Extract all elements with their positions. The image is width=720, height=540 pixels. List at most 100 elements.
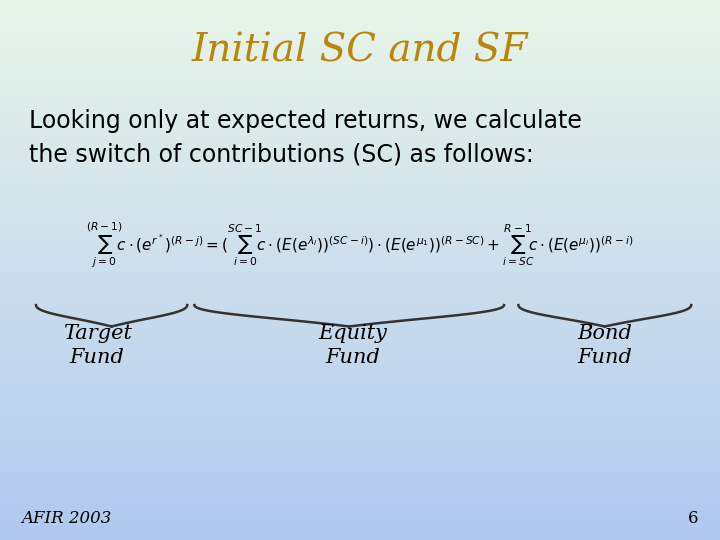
Bar [0,454,720,455]
Bar [0,88,720,90]
Bar [0,497,720,498]
Bar [0,238,720,239]
Text: Initial SC and SF: Initial SC and SF [192,33,528,70]
Bar [0,400,720,401]
Bar [0,263,720,265]
Bar [0,0,720,2]
Bar [0,45,720,47]
Bar [0,412,720,414]
Bar [0,525,720,528]
Bar [0,471,720,474]
Bar [0,390,720,393]
Bar [0,22,720,23]
Bar [0,258,720,259]
Bar [0,340,720,342]
Bar [0,425,720,427]
Bar [0,34,720,36]
Bar [0,495,720,497]
Bar [0,218,720,220]
Bar [0,110,720,112]
Bar [0,389,720,390]
Bar [0,353,720,355]
Bar [0,69,720,70]
Bar [0,101,720,103]
Bar [0,362,720,363]
Bar [0,119,720,120]
Bar [0,313,720,315]
Bar [0,405,720,407]
Bar [0,292,720,293]
Bar [0,506,720,508]
Bar [0,4,720,5]
Bar [0,293,720,295]
Bar [0,120,720,123]
Text: Looking only at expected returns, we calculate
the switch of contributions (SC) : Looking only at expected returns, we cal… [29,109,582,166]
Bar [0,142,720,144]
Bar [0,155,720,157]
Bar [0,200,720,201]
Bar [0,369,720,371]
Bar [0,501,720,502]
Bar [0,312,720,313]
Bar [0,247,720,248]
Bar [0,90,720,92]
Bar [0,309,720,312]
Bar [0,266,720,268]
Bar [0,164,720,166]
Bar [0,261,720,263]
Bar [0,326,720,328]
Bar [0,434,720,436]
Bar [0,421,720,423]
Bar [0,108,720,110]
Bar [0,106,720,108]
Bar [0,15,720,16]
Bar [0,79,720,81]
Bar [0,231,720,232]
Bar [0,177,720,178]
Bar [0,254,720,255]
Bar [0,420,720,421]
Bar [0,216,720,218]
Bar [0,518,720,520]
Bar [0,104,720,106]
Bar [0,139,720,140]
Bar [0,16,720,18]
Bar [0,378,720,380]
Bar [0,513,720,515]
Bar [0,11,720,12]
Bar [0,70,720,72]
Bar [0,252,720,254]
Bar [0,54,720,56]
Bar [0,232,720,234]
Bar [0,74,720,76]
Bar [0,356,720,358]
Bar [0,76,720,77]
Bar [0,268,720,270]
Bar [0,277,720,279]
Bar [0,502,720,504]
Bar [0,157,720,158]
Bar [0,336,720,339]
Bar [0,509,720,511]
Bar [0,403,720,405]
Bar [0,522,720,524]
Bar [0,423,720,425]
Bar [0,31,720,32]
Bar [0,113,720,115]
Bar [0,36,720,38]
Bar [0,491,720,493]
Bar [0,243,720,245]
Bar [0,409,720,410]
Bar [0,475,720,477]
Bar [0,221,720,223]
Bar [0,12,720,15]
Bar [0,209,720,211]
Bar [0,427,720,428]
Bar [0,328,720,329]
Bar [0,374,720,376]
Bar [0,536,720,538]
Bar [0,117,720,119]
Bar [0,455,720,457]
Bar [0,520,720,522]
Bar [0,259,720,261]
